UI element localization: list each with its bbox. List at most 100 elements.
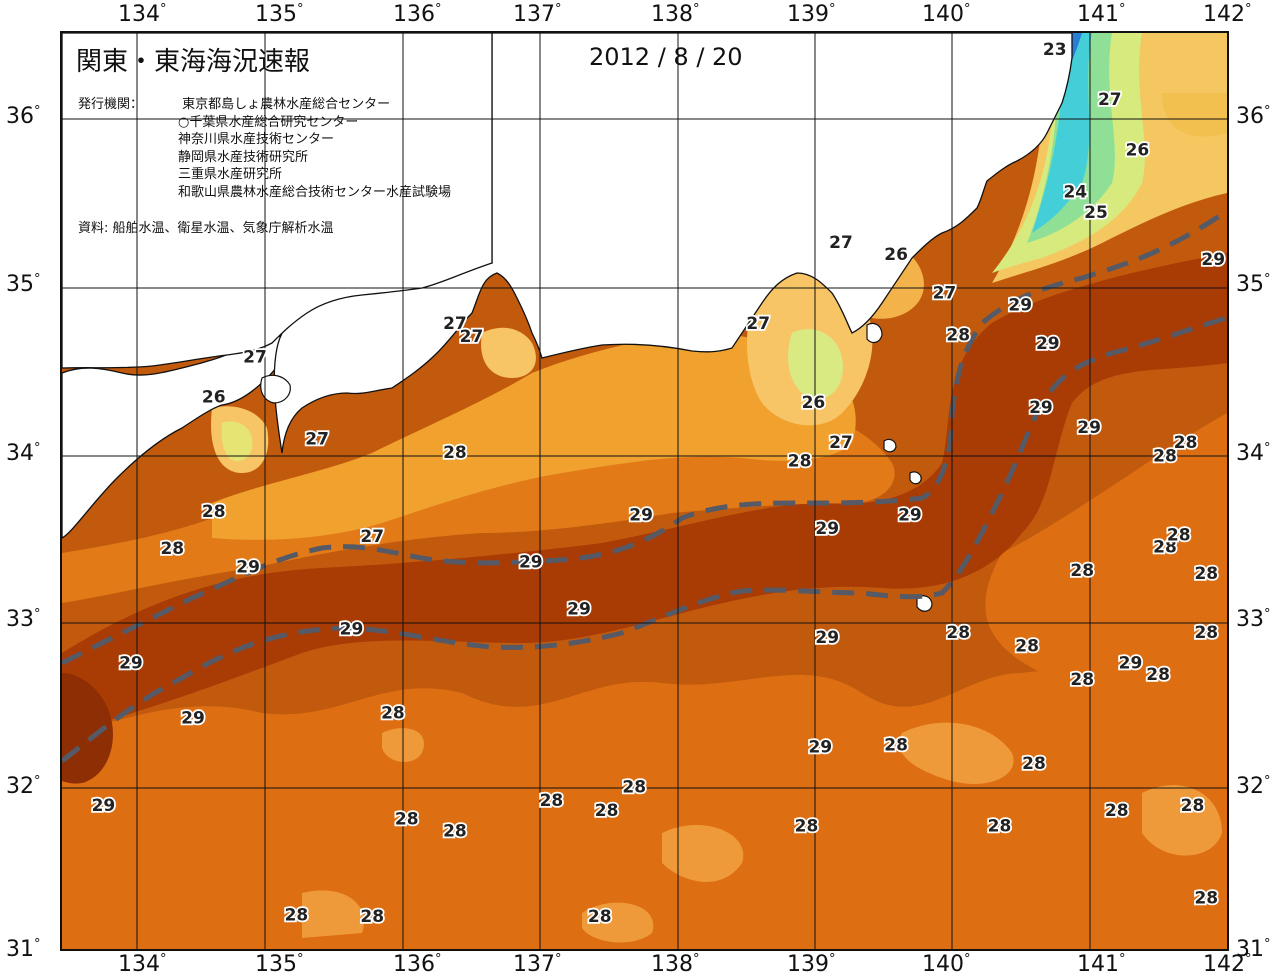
- data-source: 資料: 船舶水温、衛星水温、気象庁解析水温: [78, 221, 334, 236]
- isotherm-label: 27: [933, 284, 957, 304]
- isotherm-label: 27: [829, 433, 853, 453]
- map-date: 2012 / 8 / 20: [589, 43, 743, 71]
- isotherm-label: 28: [1153, 447, 1177, 467]
- water-28-east: [985, 413, 1227, 733]
- lat-label-right-36: 36°: [1236, 104, 1271, 129]
- issuer-2: 神奈川県水産技術センター: [178, 132, 335, 147]
- isotherm-label: 28: [1146, 665, 1170, 685]
- isotherm-label: 29: [815, 519, 839, 539]
- lat-label-left-34: 34°: [6, 441, 41, 466]
- issuer-5: 和歌山県農林水産総合技術センター水産試験場: [178, 184, 452, 200]
- sea-temperature-map: 23 27 26 24 25 29 27 26 27 29 28 29 27 26 27 29 29 28 28 28…: [60, 31, 1229, 951]
- isotherm-label: 28: [1153, 537, 1177, 557]
- lat-label-left-33: 33°: [6, 607, 41, 632]
- water-28-blob-c: [582, 902, 654, 943]
- isotherm-label: 28: [1105, 801, 1129, 821]
- isotherm-label: 28: [395, 810, 419, 830]
- lon-label-top-138: 138°: [651, 2, 700, 27]
- lat-label-right-34: 34°: [1236, 441, 1271, 466]
- issuer-4: 三重県水産研究所: [178, 167, 283, 182]
- lat-label-right-31: 31°: [1236, 937, 1271, 962]
- isotherm-label: 29: [1077, 418, 1101, 438]
- isotherm-label: 28: [788, 452, 812, 472]
- lon-label-bottom-136: 136°: [393, 952, 442, 977]
- isotherm-label: 29: [1201, 250, 1225, 270]
- land-awaji: [260, 374, 291, 404]
- isotherm-label: 28: [588, 907, 612, 927]
- title-block: 関東・東海海況速報: [76, 41, 310, 78]
- lon-label-top-134: 134°: [118, 2, 167, 27]
- isotherm-label: 28: [1015, 637, 1039, 657]
- issuer-3: 静岡県水産技術研究所: [178, 149, 309, 165]
- isotherm-label: 27: [305, 430, 329, 450]
- isotherm-label: 27: [243, 347, 267, 367]
- water-25-sagami: [788, 329, 843, 399]
- land-izu-oshima: [866, 322, 883, 344]
- lon-label-bottom-134: 134°: [118, 952, 167, 977]
- isotherm-label: 28: [360, 907, 384, 927]
- isotherm-label: 28: [443, 443, 467, 463]
- kuroshio-axis-south: [62, 315, 1227, 763]
- isotherm-label: 29: [808, 737, 832, 757]
- lat-label-left-31: 31°: [6, 937, 41, 962]
- water-28-blob-e: [1142, 785, 1222, 856]
- lon-label-top-141: 141°: [1077, 2, 1126, 27]
- isotherm-label: 28: [795, 816, 819, 836]
- isotherm-label: 26: [802, 393, 826, 413]
- lat-label-right-35: 35°: [1236, 272, 1271, 297]
- isotherm-label: 28: [1194, 623, 1218, 643]
- water-23-north: [1032, 33, 1092, 233]
- water-25-kii-channel: [221, 421, 253, 461]
- isotherm-label: 28: [202, 502, 226, 522]
- isotherm-label: 28: [884, 736, 908, 756]
- issuer-label: 発行機関：: [78, 97, 144, 112]
- isotherm-label: 29: [1008, 295, 1032, 315]
- lon-label-bottom-140: 140°: [922, 952, 971, 977]
- isotherm-label: 28: [1194, 564, 1218, 584]
- lat-label-right-32: 32°: [1236, 774, 1271, 799]
- isotherm-label: 25: [1084, 203, 1108, 223]
- isotherm-label: 26: [884, 245, 908, 265]
- issuer-0: 東京都島しょ農林水産総合センター: [182, 97, 391, 112]
- isotherm-label: 28: [988, 816, 1012, 836]
- isotherm-label: 27: [443, 314, 467, 334]
- isotherm-label: 29: [898, 505, 922, 525]
- land-hachijo: [916, 595, 933, 612]
- isotherm-label: 29: [815, 628, 839, 648]
- isotherm-label: 29: [181, 709, 205, 729]
- lat-label-left-32: 32°: [6, 774, 41, 799]
- map-title: 関東・東海海況速報: [76, 47, 311, 77]
- water-28-blob-f: [302, 890, 364, 938]
- isotherm-label: 28: [1070, 670, 1094, 690]
- land-niijima: [883, 438, 897, 453]
- lon-label-bottom-135: 135°: [255, 952, 304, 977]
- graticule: [62, 33, 1227, 949]
- isotherm-label: 27: [1098, 90, 1122, 110]
- lon-label-top-140: 140°: [922, 2, 971, 27]
- issuer-1: ○千葉県水産総合研究センター: [178, 114, 359, 130]
- isotherm-label: 29: [1029, 398, 1053, 418]
- isotherm-label: 29: [119, 653, 143, 673]
- isotherm-label: 26: [1126, 141, 1150, 161]
- land-miyake: [909, 471, 922, 485]
- isotherm-label: 28: [1181, 796, 1205, 816]
- lat-label-right-33: 33°: [1236, 607, 1271, 632]
- isotherm-label: 29: [236, 558, 260, 578]
- isotherm-label: 28: [946, 326, 970, 346]
- lon-label-bottom-138: 138°: [651, 952, 700, 977]
- isotherm-label: 28: [1167, 526, 1191, 546]
- lon-label-top-137: 137°: [513, 2, 562, 27]
- isotherm-label: 28: [1174, 433, 1198, 453]
- isotherm-label: 27: [460, 327, 484, 347]
- lon-label-top-136: 136°: [393, 2, 442, 27]
- kuroshio-axis-north: [62, 208, 1227, 666]
- isotherm-label: 28: [1070, 561, 1094, 581]
- isotherm-label: 28: [443, 821, 467, 841]
- isotherm-label: 28: [160, 539, 184, 559]
- isotherm-label: 29: [1036, 334, 1060, 354]
- water-27-coastal: [212, 333, 856, 540]
- lon-label-bottom-141: 141°: [1077, 952, 1126, 977]
- isotherm-label: 29: [1119, 653, 1143, 673]
- isotherm-label: 29: [92, 796, 116, 816]
